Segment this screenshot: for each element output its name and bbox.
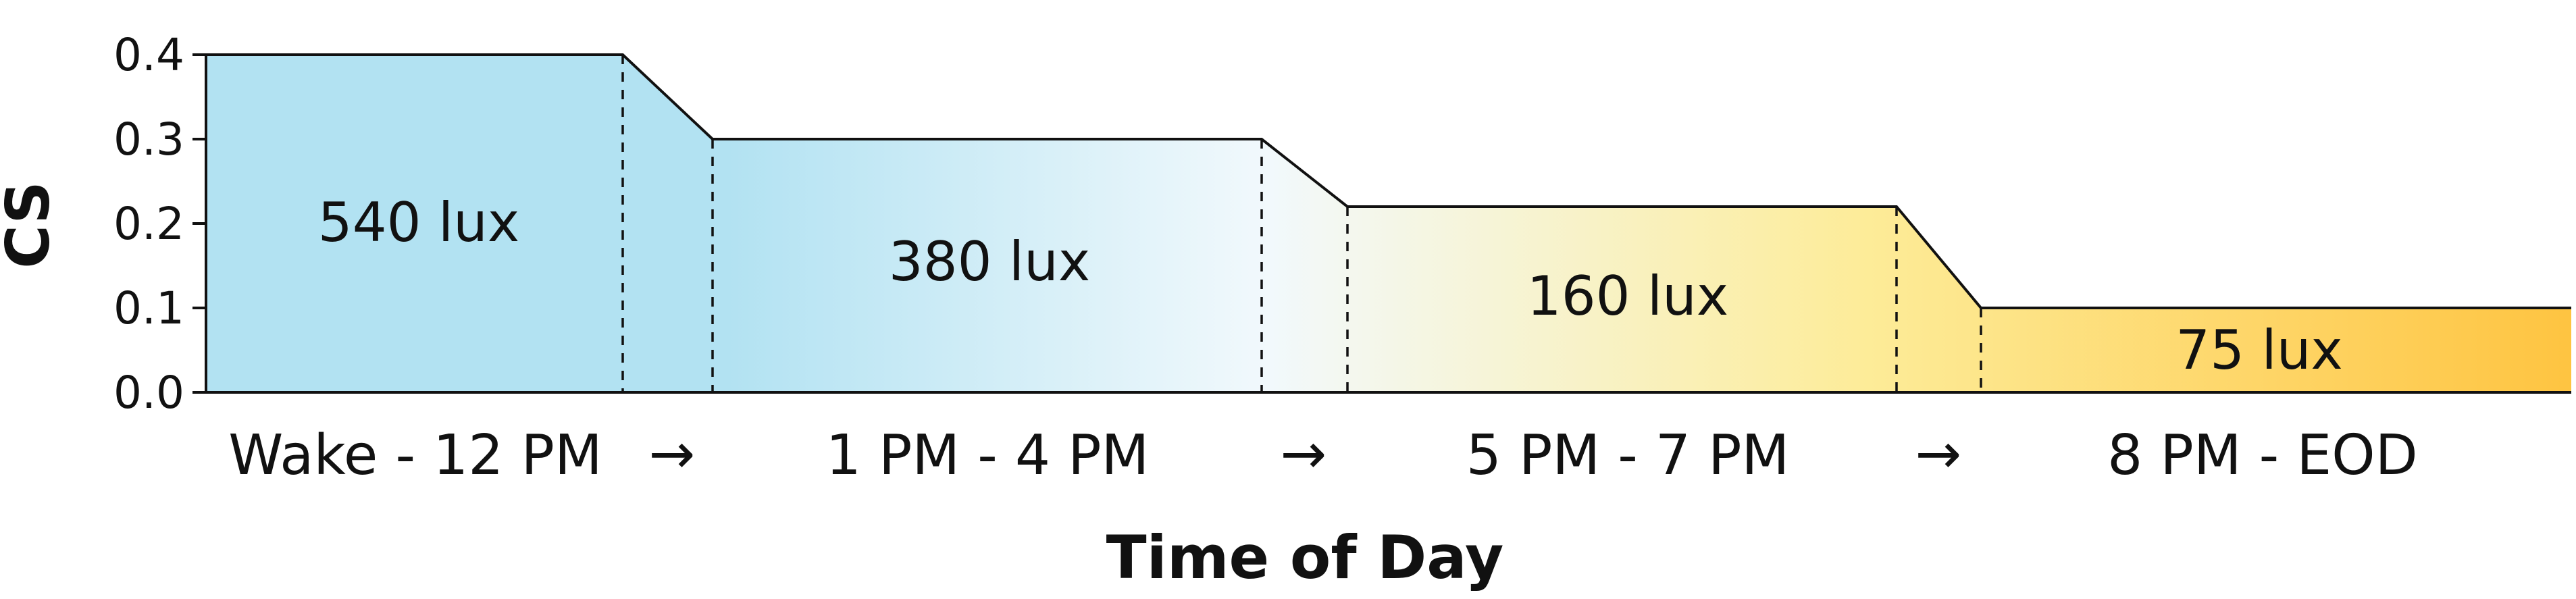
category-label: Wake - 12 PM (228, 423, 602, 488)
chart-text: 0.0 0.1 0.2 0.3 0.4 540 lux 380 lux 160 lux 75 l… (113, 29, 2418, 488)
y-tick-label: 0.1 (113, 282, 184, 334)
category-label: 5 PM - 7 PM (1466, 423, 1790, 488)
segment-dividers (621, 55, 1982, 392)
lux-label: 540 lux (318, 191, 519, 254)
axes (192, 53, 2571, 394)
lux-label: 380 lux (889, 230, 1090, 293)
y-tick-label: 0.3 (113, 113, 184, 165)
transition-arrow: → (1281, 422, 1327, 486)
cs-line (206, 53, 2571, 309)
y-tick-label: 0.2 (113, 198, 184, 250)
transition-arrow: → (649, 422, 696, 486)
y-axis-title: CS (0, 181, 63, 269)
x-axis-title: Time of Day (1106, 523, 1504, 592)
lux-label: 75 lux (2175, 319, 2343, 382)
y-tick-label: 0.0 (113, 367, 184, 419)
category-label: 1 PM - 4 PM (826, 423, 1150, 488)
y-tick-label: 0.4 (113, 29, 184, 81)
lux-label: 160 lux (1527, 265, 1728, 328)
category-label: 8 PM - EOD (2107, 423, 2418, 488)
transition-arrow: → (1915, 422, 1962, 486)
